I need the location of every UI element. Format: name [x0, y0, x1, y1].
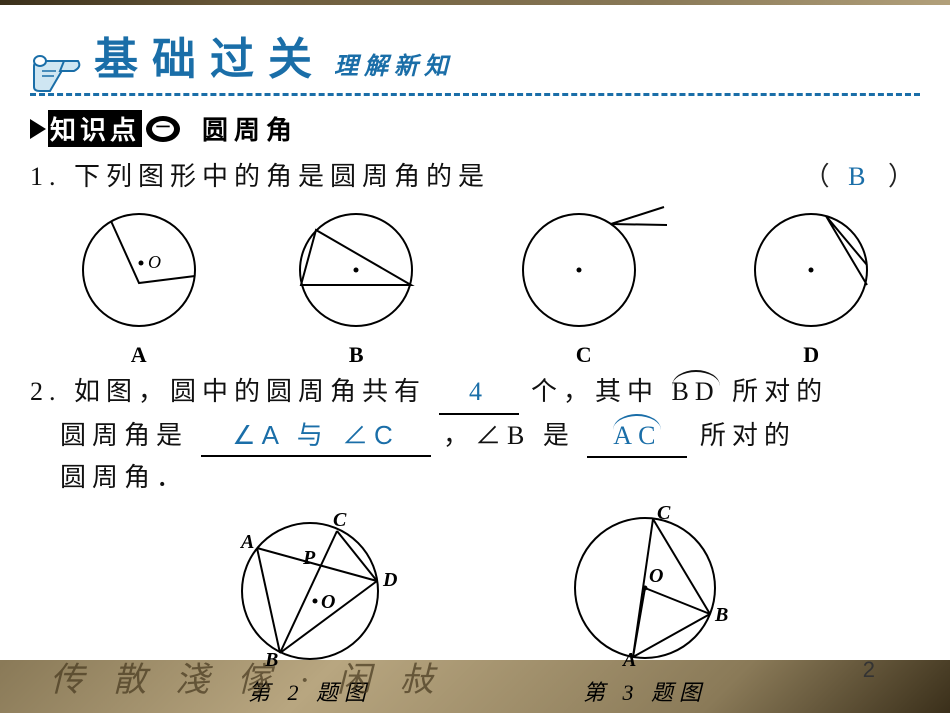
d2-label-c: C [657, 506, 671, 524]
knowledge-point-title: 圆周角 [202, 110, 298, 147]
diagram-3-caption: 第 3 题图 [545, 675, 745, 707]
q2-arc-bd: BD [672, 372, 720, 412]
q2-blank1: 4 [439, 372, 519, 414]
options-row: O A B C [30, 205, 920, 368]
knowledge-point-label: 知识点 [48, 110, 142, 147]
triangle-bullet-icon [30, 119, 46, 139]
q2-part5: 所对的 [700, 421, 796, 450]
footer-ghost-text: 传 散 淺 傢 · 闲 敊 [50, 652, 444, 701]
label-d: D [382, 569, 397, 591]
label-p: P [302, 547, 316, 569]
paren-close: ） [888, 162, 920, 191]
diagram-2-svg: A C D B P O [205, 506, 415, 666]
question-1: 1. 下列图形中的角是圆周角的是 （ B ） [30, 157, 920, 197]
scroll-icon [30, 53, 84, 93]
label-c: C [333, 509, 347, 531]
option-a-label: A [64, 342, 214, 368]
q2-blank2: ∠A 与 ∠C [201, 415, 431, 457]
option-a: O A [64, 205, 214, 368]
page-number: 2 [863, 657, 875, 683]
q2-number: 2. [30, 377, 62, 406]
q1-number: 1. [30, 162, 62, 191]
q2-part1: 如图，圆中的圆周角共有 [74, 377, 426, 406]
d2-label-o: O [649, 565, 663, 587]
q2-line3: 圆周角． [60, 463, 188, 492]
circle-c-icon [499, 205, 669, 335]
q2-arc-ac: AC [613, 416, 661, 456]
option-d-label: D [736, 342, 886, 368]
label-a: A [239, 531, 254, 553]
q1-answer: B [848, 162, 871, 191]
q2-part2: 个，其中 [531, 377, 659, 406]
sub-title: 理解新知 [334, 46, 454, 81]
option-b: B [281, 205, 431, 368]
q2-line2-pre: 圆周角是 [60, 421, 188, 450]
paren-open: （ [804, 162, 836, 191]
badge-number: 一 [152, 121, 174, 137]
q2-part4: ，∠B 是 [443, 421, 575, 450]
header-bar: 基础过关 理解新知 [30, 23, 920, 96]
diagram-3: C B A O 第 3 题图 [545, 506, 745, 707]
circle-a-icon: O [64, 205, 214, 335]
circle-b-icon [281, 205, 431, 335]
circle-d-icon [736, 205, 886, 335]
q2-part3: 所对的 [732, 377, 828, 406]
option-c-label: C [499, 342, 669, 368]
label-o: O [321, 591, 335, 613]
d2-label-b: B [714, 604, 728, 626]
q1-text-wrap: 1. 下列图形中的角是圆周角的是 [30, 157, 490, 197]
option-d: D [736, 205, 886, 368]
q1-text: 下列图形中的角是圆周角的是 [74, 162, 490, 191]
question-2: 2. 如图，圆中的圆周角共有 4 个，其中 BD 所对的 圆周角是 ∠A 与 ∠… [30, 372, 920, 498]
q1-answer-paren: （ B ） [800, 157, 920, 197]
option-b-label: B [281, 342, 431, 368]
diagram-3-svg: C B A O [545, 506, 745, 666]
option-c: C [499, 205, 669, 368]
slide-page: 基础过关 理解新知 知识点 一 圆周角 1. 下列图形中的角是圆周角的是 （ B… [0, 5, 950, 660]
knowledge-point-badge: 一 [146, 116, 180, 142]
center-label: O [148, 252, 161, 272]
d2-label-a: A [621, 649, 636, 666]
knowledge-point-row: 知识点 一 圆周角 [30, 110, 920, 147]
main-title: 基础过关 [94, 23, 326, 87]
